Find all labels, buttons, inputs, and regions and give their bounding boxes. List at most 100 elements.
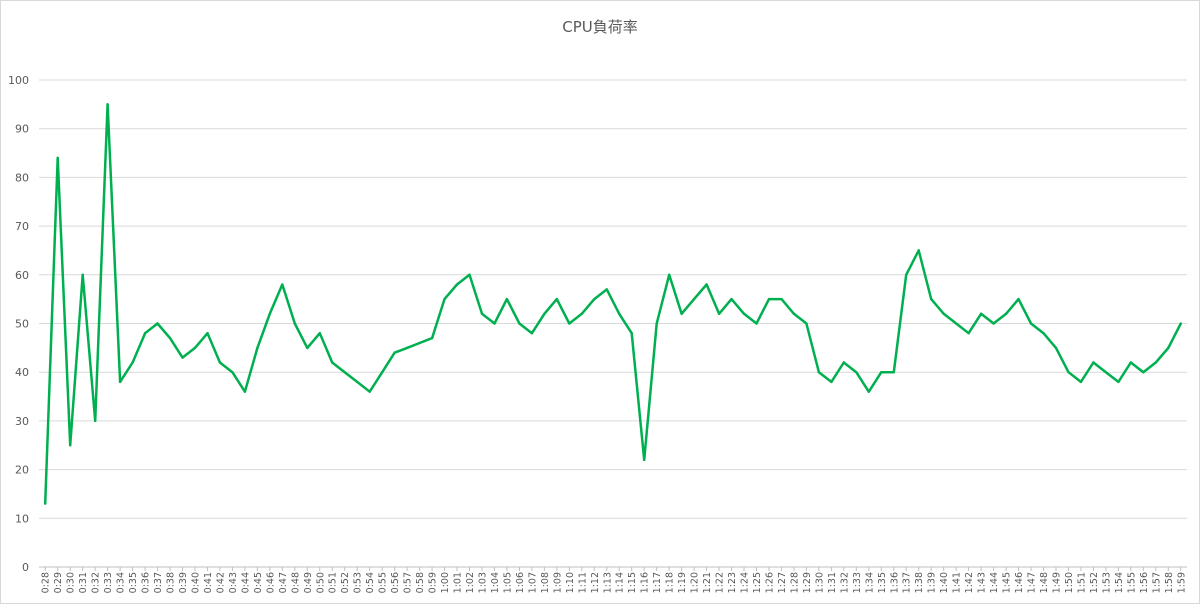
data-point	[231, 371, 234, 374]
x-tick-label: 1:12	[590, 572, 601, 593]
x-tick-label: 1:02	[465, 572, 476, 593]
x-tick-label: 1:26	[764, 572, 775, 593]
x-tick-label: 1:28	[789, 572, 800, 593]
data-point	[905, 273, 908, 276]
x-tick-label: 0:58	[415, 572, 426, 593]
data-point	[1054, 346, 1058, 350]
gridlines	[39, 79, 1187, 568]
x-tick-label: 0:55	[378, 572, 389, 593]
x-tick-label: 1:36	[889, 572, 900, 593]
data-point	[505, 297, 509, 301]
x-tick-label: 0:47	[278, 572, 289, 593]
data-point	[979, 312, 983, 315]
y-tick-label: 0	[22, 561, 29, 574]
data-point	[767, 297, 771, 301]
data-point	[493, 322, 496, 325]
x-tick-label: 1:17	[652, 572, 663, 593]
x-tick-label: 0:44	[240, 572, 251, 593]
x-tick-label: 0:28	[41, 572, 52, 593]
data-point	[855, 371, 858, 374]
x-tick-label: 1:58	[1164, 572, 1175, 593]
x-tick-label: 1:05	[502, 572, 513, 593]
x-tick-label: 1:19	[677, 572, 688, 593]
x-tick-label: 1:10	[565, 572, 576, 593]
data-point	[1179, 322, 1182, 325]
data-point	[655, 322, 658, 325]
x-tick-label: 1:59	[1176, 572, 1187, 593]
y-tick-label: 10	[15, 512, 29, 525]
x-tick-label: 1:57	[1151, 572, 1162, 593]
x-tick-label: 1:11	[577, 572, 588, 593]
data-point	[792, 312, 796, 315]
data-point	[1117, 380, 1120, 384]
x-tick-label: 1:15	[627, 572, 638, 593]
x-tick-label: 0:35	[128, 572, 139, 593]
x-tick-label: 0:41	[203, 572, 214, 593]
x-tick-label: 1:47	[1027, 572, 1038, 593]
data-point	[480, 312, 484, 315]
x-tick-label: 1:22	[715, 572, 726, 593]
data-point	[156, 322, 159, 325]
y-tick-label: 40	[15, 366, 29, 379]
data-point	[368, 390, 371, 393]
x-tick-label: 1:54	[1114, 572, 1125, 593]
x-tick-label: 1:46	[1014, 572, 1025, 593]
x-tick-label: 0:45	[253, 572, 264, 593]
data-point	[1004, 312, 1008, 315]
data-point	[917, 249, 920, 252]
data-point	[568, 322, 571, 325]
x-tick-label: 1:21	[702, 572, 713, 593]
x-tick-label: 0:36	[141, 572, 152, 593]
data-point	[243, 390, 247, 393]
x-tick-label: 0:29	[53, 572, 64, 593]
y-axis-tick-labels: 0 10 20 30 40 50 60 70 80 90 100	[8, 74, 29, 574]
x-tick-label: 1:43	[977, 572, 988, 593]
data-point	[892, 371, 895, 374]
x-tick-label: 1:56	[1139, 572, 1150, 593]
data-point	[44, 502, 47, 505]
x-tick-label: 1:34	[864, 572, 875, 593]
x-tick-label: 1:50	[1064, 572, 1075, 593]
data-point	[168, 336, 172, 340]
x-tick-label: 1:53	[1101, 572, 1112, 593]
data-point	[880, 371, 883, 374]
x-tick-label: 1:35	[877, 572, 888, 593]
x-tick-label: 1:40	[939, 572, 950, 593]
data-point	[93, 419, 97, 423]
x-tick-label: 1:52	[1089, 572, 1100, 593]
x-tick-label: 1:03	[477, 572, 488, 593]
data-point	[106, 103, 109, 106]
data-point	[755, 322, 758, 325]
x-tick-label: 0:46	[265, 572, 276, 593]
x-tick-label: 1:01	[453, 572, 464, 593]
x-tick-label: 1:45	[1002, 572, 1013, 593]
x-tick-label: 1:07	[527, 572, 538, 593]
x-tick-label: 1:00	[440, 572, 451, 593]
data-point	[1142, 371, 1145, 374]
data-point	[780, 297, 783, 301]
data-point	[418, 341, 421, 345]
x-tick-label: 1:14	[615, 572, 626, 593]
x-tick-label: 0:54	[365, 572, 376, 593]
data-point	[331, 361, 334, 364]
data-point	[867, 390, 871, 393]
x-tick-label: 1:51	[1076, 572, 1087, 593]
data-point	[443, 297, 446, 301]
data-point	[593, 297, 596, 301]
data-point	[143, 332, 147, 335]
x-tick-label: 1:13	[602, 572, 613, 593]
x-tick-label: 1:30	[814, 572, 825, 593]
x-tick-label: 0:48	[290, 572, 301, 593]
x-tick-label: 0:39	[178, 572, 189, 593]
data-point	[805, 322, 808, 325]
x-tick-label: 1:16	[640, 572, 651, 593]
data-point	[306, 346, 309, 350]
data-point	[1104, 371, 1108, 374]
x-tick-label: 0:30	[66, 572, 77, 593]
data-point	[705, 283, 708, 286]
x-tick-label: 0:43	[228, 572, 239, 593]
data-point	[68, 444, 72, 447]
data-point	[206, 332, 209, 335]
data-point	[929, 297, 933, 301]
